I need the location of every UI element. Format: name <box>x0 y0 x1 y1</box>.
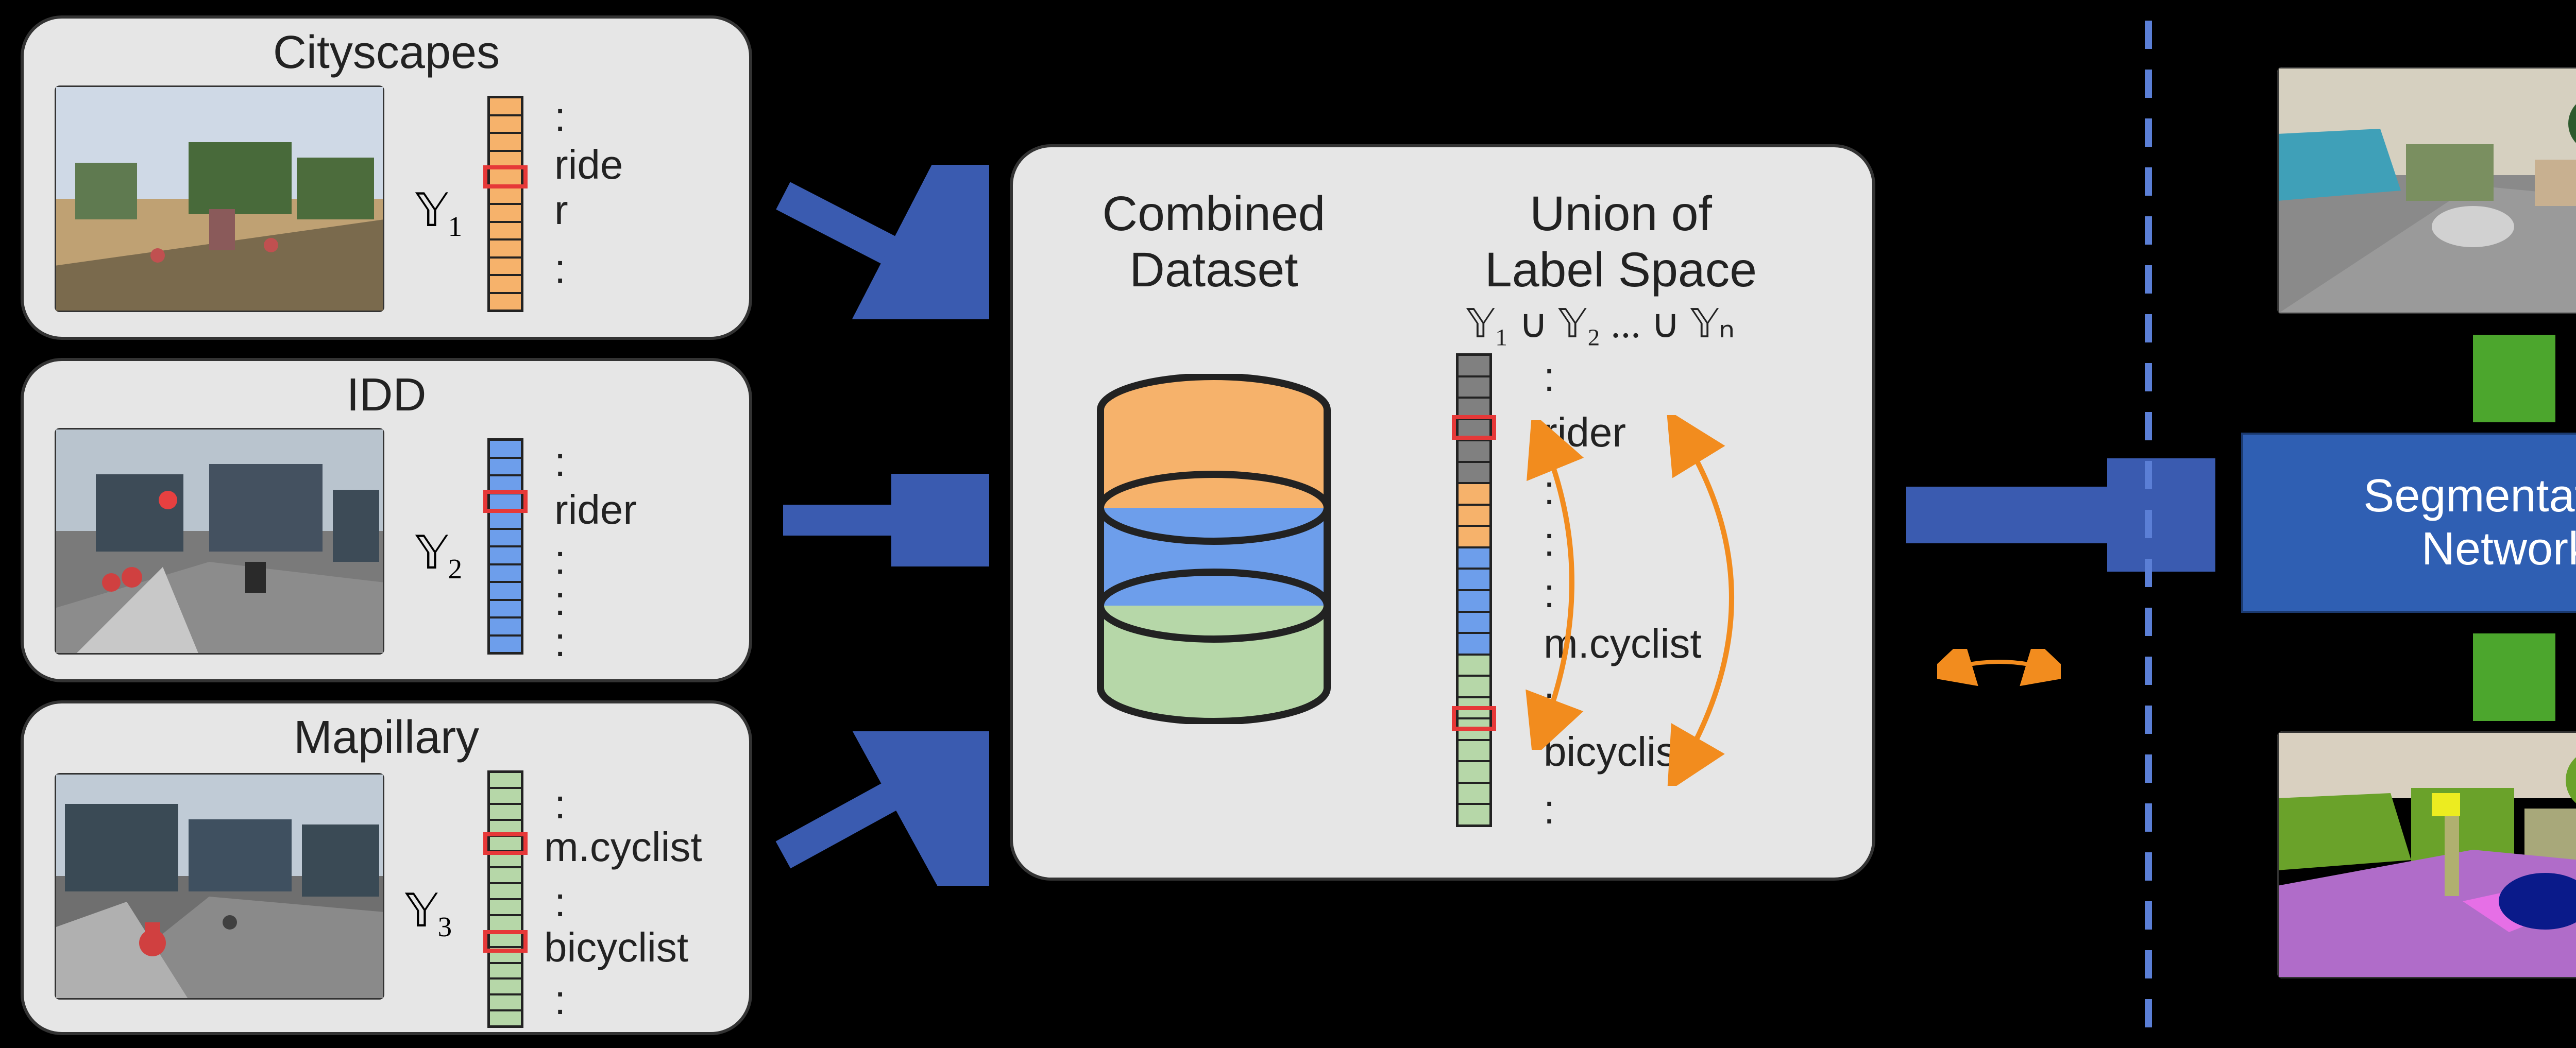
input-image <box>2277 67 2576 314</box>
redbox-union-2 <box>1452 706 1496 731</box>
y-sub: 2 <box>448 553 463 585</box>
panel-idd: IDD 𝕐2 : rider : : : <box>21 358 752 682</box>
y-glyph: 𝕐 <box>415 528 448 579</box>
orange-arc-right <box>1662 415 1806 786</box>
dots-cs-top: : <box>554 93 565 141</box>
green-arrow-1 <box>2473 330 2555 422</box>
title-union: Union of Label Space <box>1435 186 1806 298</box>
panel-mapillary: Mapillary 𝕐3 : m.cyclist : bicyclist : <box>21 700 752 1035</box>
label-cs: ride r <box>554 142 623 233</box>
labelbar-cityscapes <box>487 96 523 312</box>
y-symbol-mapillary: 𝕐3 <box>405 884 452 943</box>
title-combined: Combined Dataset <box>1070 186 1358 298</box>
panel-cityscapes: Cityscapes 𝕐1 : ride r : <box>21 15 752 340</box>
dots-map-top: : <box>554 781 565 828</box>
redbox-cityscapes <box>483 165 528 188</box>
orange-small-arrow <box>1937 649 2061 690</box>
dots-u-6: : <box>1544 786 1554 833</box>
label-map-2: bicyclist <box>544 925 688 970</box>
database-icon <box>1090 374 1337 724</box>
segnet-box: Segmentation Network <box>2241 433 2576 613</box>
title-mapillary: Mapillary <box>24 711 749 764</box>
image-idd <box>55 428 384 655</box>
green-arrow-2 <box>2473 628 2555 721</box>
labelbar-idd <box>487 438 523 655</box>
title-idd: IDD <box>24 369 749 422</box>
y-sub: 1 <box>448 211 463 242</box>
image-cityscapes <box>55 85 384 312</box>
dots-u-1: : <box>1544 353 1554 401</box>
arrow-map-to-center <box>773 731 989 886</box>
vertical-dash <box>2138 21 2159 1030</box>
panel-center: Combined Dataset Union of Label Space 𝕐₁… <box>1010 144 1875 881</box>
labelbar-mapillary <box>487 770 523 1028</box>
y-symbol-idd: 𝕐2 <box>415 526 462 585</box>
title-cityscapes: Cityscapes <box>24 26 749 79</box>
seg-output <box>2277 731 2576 978</box>
dots-map-bot: : <box>554 976 565 1024</box>
dots-idd-bot: : <box>554 619 565 666</box>
image-mapillary <box>55 773 384 1000</box>
redbox-idd <box>483 490 528 513</box>
y-glyph: 𝕐 <box>415 185 448 236</box>
redbox-map-2 <box>483 930 528 953</box>
dots-idd-top: : <box>554 438 565 486</box>
dots-idd-m1: : <box>554 536 565 583</box>
orange-arc-left <box>1513 420 1626 750</box>
redbox-map-1 <box>483 832 528 855</box>
label-idd: rider <box>554 487 637 532</box>
dots-cs-bot: : <box>554 245 565 293</box>
segnet-label: Segmentation Network <box>2363 470 2576 576</box>
union-formula: 𝕐₁ ∪ 𝕐₂ ... ∪ 𝕐ₙ <box>1466 302 1735 346</box>
redbox-union-1 <box>1452 415 1496 440</box>
arrow-idd-to-center <box>773 474 989 566</box>
y-sub: 3 <box>438 911 452 942</box>
label-map-1: m.cyclist <box>544 824 702 870</box>
y-symbol-cityscapes: 𝕐1 <box>415 183 462 243</box>
dots-map-mid: : <box>554 879 565 926</box>
dots-idd-m2: : <box>554 577 565 625</box>
y-glyph: 𝕐 <box>405 886 438 937</box>
arrow-center-to-right <box>1896 458 2215 572</box>
arrow-cs-to-center <box>773 165 989 319</box>
